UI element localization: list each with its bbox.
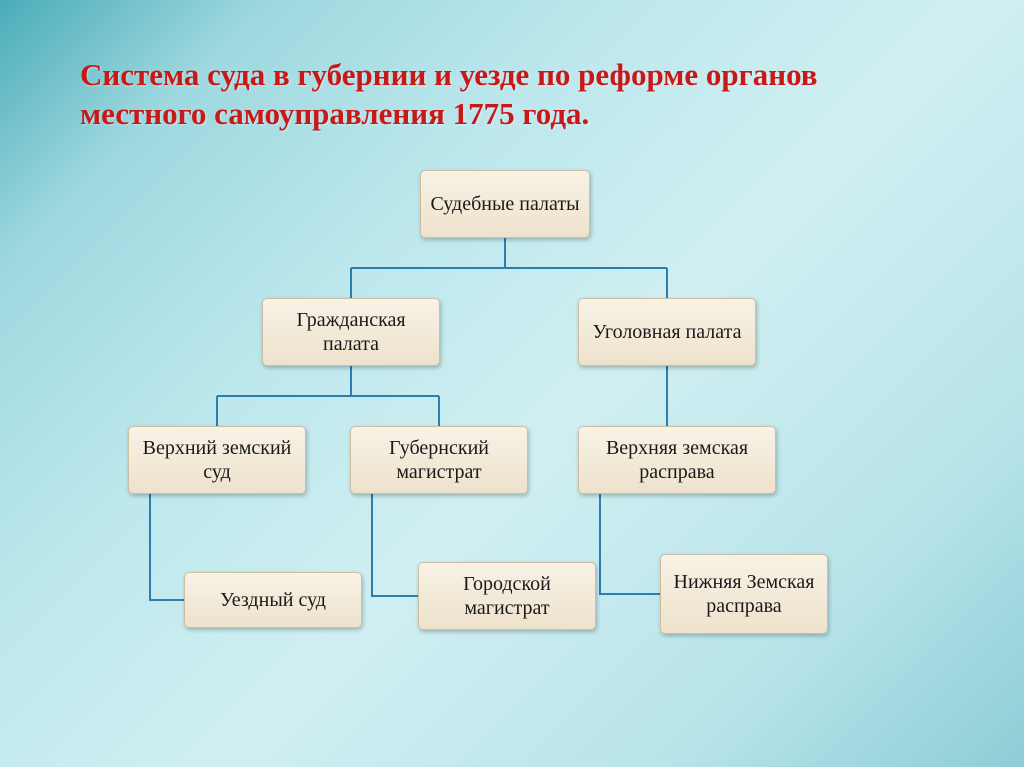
edge-gmag-gorod bbox=[372, 494, 418, 596]
org-chart: Судебные палаты Гражданская палата Уголо… bbox=[0, 160, 1024, 750]
edge-root bbox=[351, 238, 667, 298]
edge-civil bbox=[217, 366, 439, 426]
node-uzs: Верхний земский суд bbox=[128, 426, 306, 494]
edge-uzs-uezd bbox=[150, 494, 184, 600]
node-crim: Уголовная палата bbox=[578, 298, 756, 366]
page-title: Система суда в губернии и уезде по рефор… bbox=[80, 56, 944, 134]
node-gorod: Городской магистрат bbox=[418, 562, 596, 630]
node-uezd: Уездный суд bbox=[184, 572, 362, 628]
node-vzr: Верхняя земская расправа bbox=[578, 426, 776, 494]
node-root: Судебные палаты bbox=[420, 170, 590, 238]
node-gmag: Губернский магистрат bbox=[350, 426, 528, 494]
edge-vzr-nzr bbox=[600, 494, 660, 594]
node-nzr: Нижняя Земская расправа bbox=[660, 554, 828, 634]
node-civil: Гражданская палата bbox=[262, 298, 440, 366]
